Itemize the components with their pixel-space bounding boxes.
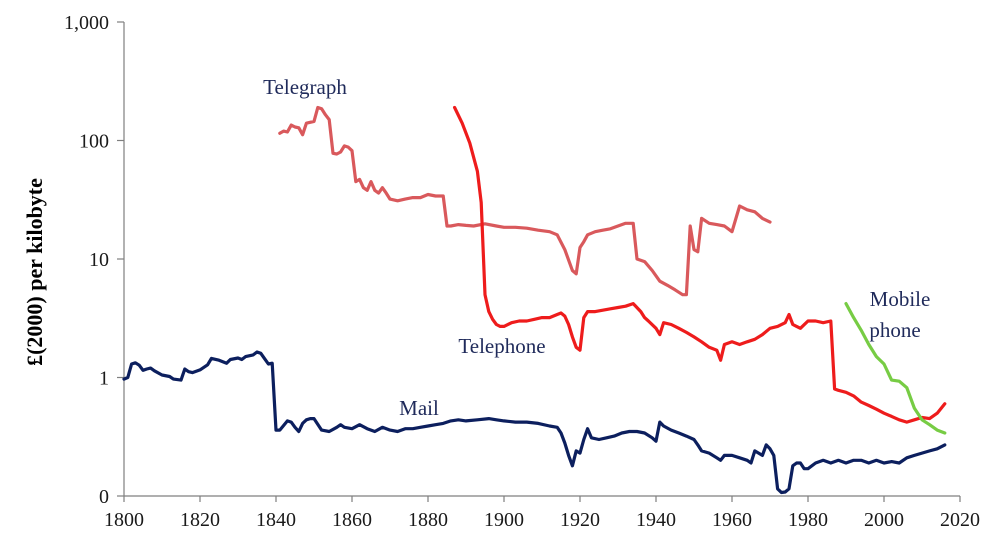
x-tick-label: 2020: [940, 509, 980, 531]
x-tick-label: 1900: [484, 509, 524, 531]
series-label-mail: Mail: [399, 396, 439, 420]
series-label-mobile-phone: Mobile: [870, 287, 931, 311]
x-tick-label: 1940: [636, 509, 676, 531]
x-tick-label: 1960: [712, 509, 752, 531]
x-tick-label: 1920: [560, 509, 600, 531]
x-tick-label: 1820: [180, 509, 220, 531]
series-label-mobile-phone: phone: [869, 318, 920, 342]
series-line-telegraph: [278, 105, 772, 297]
series-labels: Mail Telegraph Telephone Mobile phone: [263, 75, 930, 420]
series-line-telephone: [453, 105, 947, 424]
series-label-telephone: Telephone: [458, 334, 545, 358]
x-tick-label: 1980: [788, 509, 828, 531]
y-tick-label: 1: [99, 368, 109, 390]
y-axis-title: £(2000) per kilobyte: [22, 178, 47, 366]
y-tick-label: 0: [99, 486, 109, 508]
x-tick-label: 1840: [256, 509, 296, 531]
y-tick-label: 100: [79, 131, 109, 153]
series-label-telegraph: Telegraph: [263, 75, 347, 99]
x-tick-label: 1800: [104, 509, 144, 531]
y-tick-label: 10: [89, 249, 109, 271]
x-tick-label: 1880: [408, 509, 448, 531]
series-lines: [122, 105, 947, 495]
y-axis-ticks: 0 1 10 100 1,000: [64, 12, 124, 508]
y-tick-label: 1,000: [64, 12, 109, 34]
series-line-mail: [122, 350, 947, 495]
series-line-mobile-phone: [844, 302, 947, 435]
x-tick-label: 1860: [332, 509, 372, 531]
x-tick-label: 2000: [864, 509, 904, 531]
x-axis-ticks: 1800 1820 1840 1860 1880 1900 1920 1940 1960 1980…: [104, 496, 980, 531]
